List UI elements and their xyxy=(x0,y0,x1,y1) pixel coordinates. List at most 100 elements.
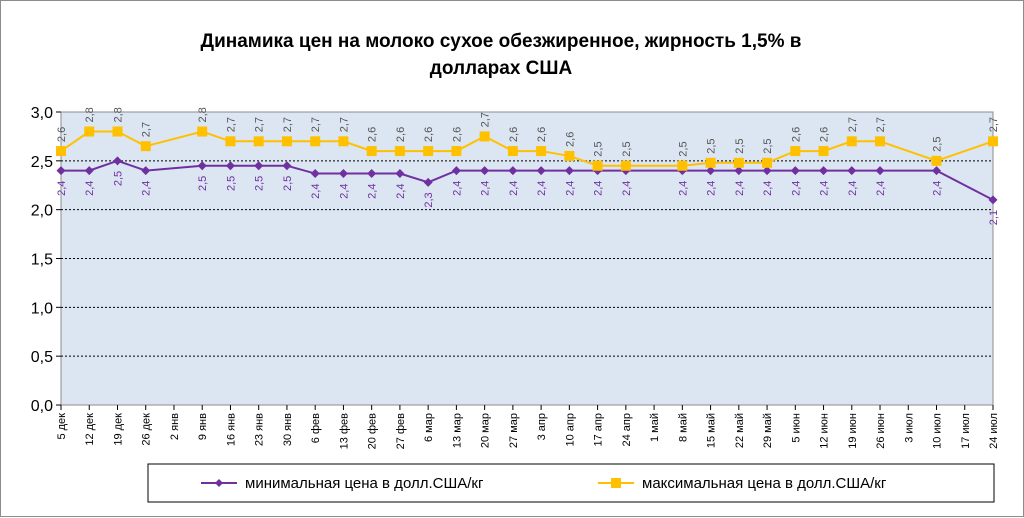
x-tick-label: 29 май xyxy=(762,413,774,448)
min-price-label: 2,4 xyxy=(790,181,802,196)
min-price-label: 2,4 xyxy=(706,181,718,196)
max-price-label: 2,5 xyxy=(932,137,944,152)
min-price-point xyxy=(197,161,207,171)
min-price-label: 2,4 xyxy=(734,181,746,196)
x-tick-label: 6 фев xyxy=(310,413,322,443)
max-price-label: 2,6 xyxy=(508,127,520,142)
max-price-point xyxy=(84,126,95,137)
y-tick-label: 3,0 xyxy=(31,105,53,122)
legend-max-marker xyxy=(611,478,621,488)
max-price-label: 2,7 xyxy=(847,117,859,132)
x-tick-label: 20 мар xyxy=(480,413,492,448)
min-price-label: 2,4 xyxy=(395,184,407,199)
x-tick-label: 13 мар xyxy=(451,413,463,448)
max-price-point xyxy=(875,136,886,147)
max-price-label: 2,6 xyxy=(819,127,831,142)
min-price-point xyxy=(338,169,348,179)
max-price-point xyxy=(225,136,236,147)
x-tick-label: 24 апр xyxy=(621,413,633,446)
min-price-label: 2,4 xyxy=(56,181,68,196)
min-price-point xyxy=(762,166,772,176)
max-price-point xyxy=(620,160,631,171)
max-price-point xyxy=(705,157,716,168)
min-price-label: 2,4 xyxy=(875,181,887,196)
max-price-point xyxy=(451,146,462,157)
x-tick-label: 10 апр xyxy=(564,413,576,446)
min-price-point xyxy=(875,166,885,176)
x-tick-label: 5 дек xyxy=(56,413,68,440)
max-price-label: 2,7 xyxy=(310,117,322,132)
max-price-point xyxy=(394,146,405,157)
max-price-point xyxy=(733,157,744,168)
x-tick-label: 12 июн xyxy=(819,413,831,449)
max-price-label: 2,7 xyxy=(225,117,237,132)
x-tick-label: 10 июл xyxy=(932,413,944,449)
min-price-label: 2,5 xyxy=(225,176,237,191)
max-price-label: 2,8 xyxy=(197,107,209,122)
min-price-point xyxy=(84,166,94,176)
y-tick-label: 2,0 xyxy=(31,203,53,220)
max-price-point xyxy=(988,136,998,147)
max-price-label: 2,5 xyxy=(677,141,689,156)
y-tick-label: 2,5 xyxy=(31,154,53,171)
data-labels: 2,4 2,4 2,5 2,4 2,5 2,5 2,5 2,5 2,4 2,4 2,4 2,4 2,3 2… xyxy=(56,107,1000,225)
y-axis: 0,0 0,5 1,0 1,5 2,0 2,5 3,0 xyxy=(31,105,61,415)
x-tick-label: 22 май xyxy=(734,413,746,448)
min-price-point xyxy=(508,166,518,176)
min-price-point xyxy=(225,161,235,171)
min-price-point xyxy=(141,166,151,176)
min-price-label: 2,4 xyxy=(536,181,548,196)
max-price-label: 2,6 xyxy=(451,127,463,142)
x-tick-label: 19 дек xyxy=(112,413,124,446)
y-tick-label: 1,0 xyxy=(31,300,53,317)
min-price-label: 2,4 xyxy=(762,181,774,196)
min-price-point xyxy=(819,166,829,176)
min-price-point xyxy=(112,156,122,166)
x-tick-label: 26 июн xyxy=(875,413,887,449)
x-tick-label: 16 янв xyxy=(225,413,237,446)
max-price-point xyxy=(338,136,349,147)
min-price-point xyxy=(310,169,320,179)
legend: минимальная цена в долл.США/кг максималь… xyxy=(147,463,995,503)
x-tick-label: 24 июл xyxy=(988,413,1000,449)
min-price-point xyxy=(988,195,998,205)
min-price-label: 2,4 xyxy=(141,181,153,196)
max-price-label: 2,6 xyxy=(367,127,379,142)
max-price-label: 2,6 xyxy=(564,132,576,147)
min-price-label: 2,5 xyxy=(112,171,124,186)
x-tick-label: 3 апр xyxy=(536,413,548,440)
max-price-label: 2,6 xyxy=(790,127,802,142)
max-price-point xyxy=(112,126,123,137)
max-price-label: 2,6 xyxy=(56,127,68,142)
chart-title-line-1: Динамика цен на молоко сухое обезжиренно… xyxy=(201,31,802,52)
min-price-label: 2,4 xyxy=(310,184,322,199)
min-price-point xyxy=(706,166,716,176)
x-tick-label: 19 июн xyxy=(847,413,859,449)
min-price-label: 2,4 xyxy=(84,181,96,196)
max-price-point xyxy=(507,146,518,157)
x-tick-label: 12 дек xyxy=(84,413,96,446)
min-price-point xyxy=(480,166,490,176)
max-price-point xyxy=(677,160,688,171)
series-min-line xyxy=(61,159,994,201)
max-price-label: 2,7 xyxy=(254,117,266,132)
min-price-point xyxy=(536,166,546,176)
min-price-point xyxy=(734,166,744,176)
x-tick-label: 17 апр xyxy=(593,413,605,446)
max-price-point xyxy=(310,136,321,147)
legend-box xyxy=(147,463,995,503)
max-price-label: 2,7 xyxy=(988,117,1000,132)
y-tick-label: 0,0 xyxy=(31,398,53,415)
max-price-label: 2,7 xyxy=(338,117,350,132)
x-tick-label: 30 янв xyxy=(282,413,294,446)
x-tick-label: 8 май xyxy=(677,413,689,442)
min-price-label: 2,5 xyxy=(197,176,209,191)
max-price-point xyxy=(281,136,292,147)
max-price-point xyxy=(423,146,434,157)
max-price-label: 2,8 xyxy=(112,107,124,122)
min-price-label: 2,4 xyxy=(338,184,350,199)
min-price-label: 2,3 xyxy=(423,192,435,207)
min-price-label: 2,5 xyxy=(282,176,294,191)
